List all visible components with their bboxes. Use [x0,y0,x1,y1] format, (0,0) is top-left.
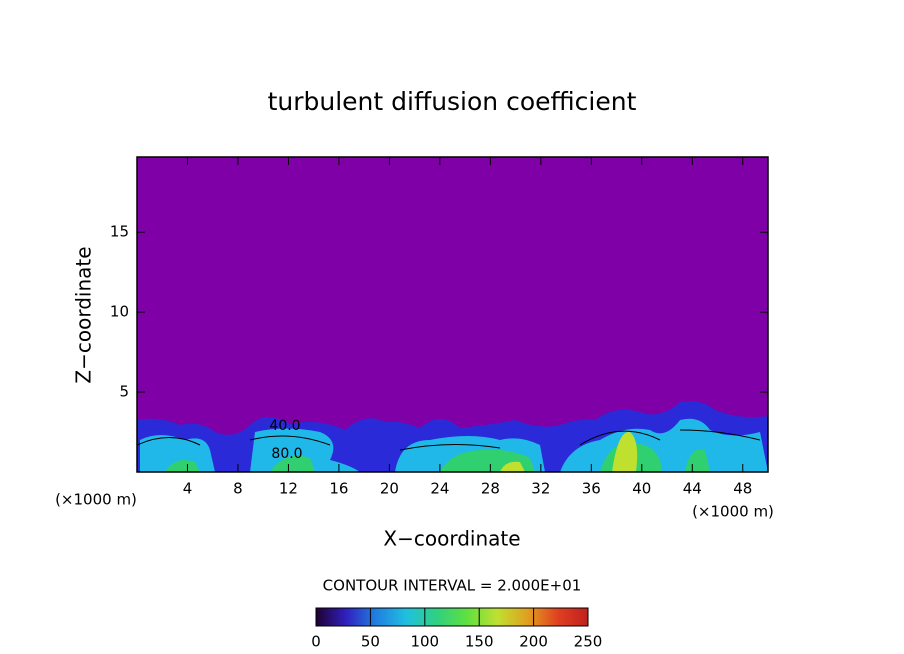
contour-interval: CONTOUR INTERVAL = 2.000E+01 [323,577,582,595]
field-region [165,444,710,472]
contour-label: 80.0 [271,446,302,462]
x-tick-label: 28 [481,480,500,498]
y-axis-label: Z−coordinate [72,246,96,383]
x-tick-label: 4 [183,480,193,498]
colorbar [315,607,589,627]
x-unit-label: (×1000 m) [692,503,774,521]
y-tick-label: 15 [110,223,129,241]
x-tick-label: 32 [531,480,550,498]
x-tick-label: 36 [582,480,601,498]
colorbar-tick-label: 250 [574,633,603,651]
y-tick-label: 5 [119,383,129,401]
x-unit-label: (×1000 m) [55,491,137,509]
field [137,401,768,472]
contour-label: 40.0 [269,418,300,434]
field-region [500,431,638,472]
y-tick-label: 10 [110,303,129,321]
colorbar-tick-label: 100 [410,633,439,651]
colorbar-tick-label: 50 [361,633,380,651]
x-tick-label: 8 [233,480,243,498]
x-tick-label: 48 [733,480,752,498]
x-tick-label: 12 [279,480,298,498]
x-tick-label: 20 [380,480,399,498]
x-tick-label: 16 [329,480,348,498]
chart-title: turbulent diffusion coefficient [268,87,637,116]
x-axis-label: X−coordinate [383,527,520,551]
plot-frame [136,156,769,473]
colorbar-tick-label: 150 [465,633,494,651]
colorbar-tick-label: 0 [311,633,321,651]
x-tick-label: 44 [683,480,702,498]
contour-line [137,429,761,451]
x-tick-label: 24 [430,480,449,498]
colorbar-tick-label: 200 [519,633,548,651]
x-tick-label: 40 [632,480,651,498]
